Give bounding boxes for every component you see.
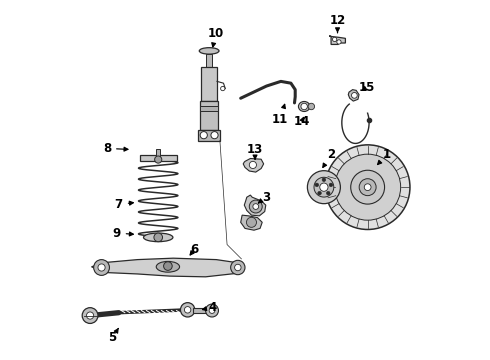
Text: 11: 11 <box>272 104 288 126</box>
Circle shape <box>364 184 371 190</box>
Circle shape <box>308 103 315 110</box>
Circle shape <box>155 156 162 163</box>
Circle shape <box>200 132 207 139</box>
Text: 3: 3 <box>259 191 270 204</box>
Circle shape <box>253 204 259 210</box>
Circle shape <box>211 132 218 139</box>
Bar <box>201 67 217 102</box>
Circle shape <box>359 179 376 195</box>
Circle shape <box>184 307 191 313</box>
Circle shape <box>249 161 256 168</box>
Circle shape <box>209 308 215 314</box>
Circle shape <box>322 178 326 181</box>
Text: 12: 12 <box>329 14 345 32</box>
Circle shape <box>235 264 241 271</box>
Circle shape <box>337 40 341 44</box>
Ellipse shape <box>199 48 219 54</box>
Circle shape <box>205 304 219 317</box>
Circle shape <box>315 183 318 187</box>
Circle shape <box>318 192 321 195</box>
Circle shape <box>333 37 337 41</box>
Text: 4: 4 <box>202 301 217 314</box>
Bar <box>193 308 207 314</box>
Text: 9: 9 <box>113 226 133 239</box>
Circle shape <box>249 200 262 213</box>
Polygon shape <box>243 158 264 172</box>
Polygon shape <box>329 36 345 44</box>
Circle shape <box>87 312 94 319</box>
Circle shape <box>351 170 385 204</box>
Circle shape <box>94 260 109 275</box>
Circle shape <box>335 154 401 220</box>
Text: 5: 5 <box>108 328 119 344</box>
Polygon shape <box>92 258 241 277</box>
Circle shape <box>314 177 334 197</box>
Circle shape <box>154 233 163 242</box>
Circle shape <box>82 308 98 323</box>
Circle shape <box>231 260 245 275</box>
Bar <box>156 149 160 158</box>
Circle shape <box>326 192 330 195</box>
Text: 6: 6 <box>190 243 198 256</box>
Text: 13: 13 <box>247 143 263 159</box>
Text: 10: 10 <box>207 27 224 47</box>
Polygon shape <box>241 215 262 230</box>
Circle shape <box>246 217 256 227</box>
Circle shape <box>180 303 195 317</box>
Text: 8: 8 <box>103 142 128 155</box>
Circle shape <box>164 262 172 270</box>
Ellipse shape <box>156 261 179 272</box>
Text: 1: 1 <box>377 148 391 165</box>
Bar <box>200 107 218 111</box>
Polygon shape <box>348 90 359 101</box>
Text: 2: 2 <box>323 148 335 167</box>
Polygon shape <box>245 195 266 216</box>
Bar <box>200 101 218 130</box>
Text: 14: 14 <box>294 116 310 129</box>
Circle shape <box>301 103 307 110</box>
Circle shape <box>98 264 105 271</box>
Ellipse shape <box>144 233 173 242</box>
Circle shape <box>307 171 341 204</box>
Circle shape <box>329 183 333 187</box>
Bar <box>198 130 220 140</box>
Circle shape <box>325 145 410 229</box>
Bar <box>140 155 177 161</box>
Circle shape <box>351 93 357 98</box>
Circle shape <box>320 183 328 191</box>
Bar <box>206 54 212 68</box>
Text: 7: 7 <box>115 198 133 211</box>
Ellipse shape <box>298 102 310 112</box>
Circle shape <box>220 86 225 91</box>
Text: 15: 15 <box>359 81 375 94</box>
